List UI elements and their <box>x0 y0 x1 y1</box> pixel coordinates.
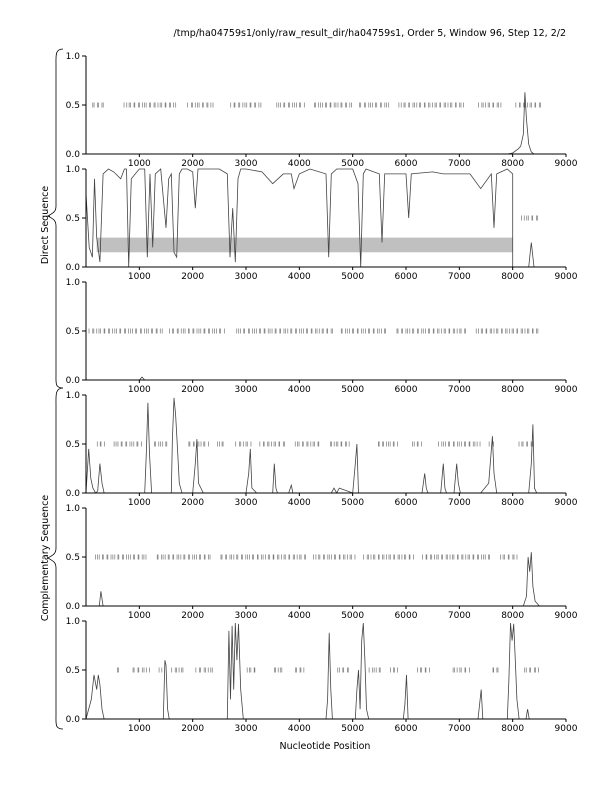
x-tick-label: 1000 <box>128 385 151 395</box>
y-tick-label: 0.0 <box>66 376 81 386</box>
x-tick-label: 1000 <box>128 159 151 169</box>
x-tick-label: 6000 <box>395 498 418 508</box>
x-tick-label: 9000 <box>555 385 578 395</box>
x-tick-label: 1000 <box>128 724 151 734</box>
x-tick-label: 3000 <box>235 385 258 395</box>
brace-direct <box>47 48 64 389</box>
panel-1: 0.0 0.5 1.0 1000 2000 3000 4000 5000 6000 7000 800… <box>66 52 578 169</box>
x-tick-label: 4000 <box>288 611 311 621</box>
x-tick-label: 9000 <box>555 498 578 508</box>
y-tick-label: 0.5 <box>66 440 80 450</box>
y-tick-label: 1.0 <box>66 391 81 401</box>
x-tick-label: 8000 <box>501 159 524 169</box>
y-tick-label: 0.0 <box>66 715 81 725</box>
series-line <box>85 397 566 494</box>
y-tick-label: 1.0 <box>66 52 81 62</box>
x-tick-label: 4000 <box>288 724 311 734</box>
panel-3: 0.0 0.5 1.0 1000 2000 3000 4000 5000 6000 7000 800… <box>66 278 578 395</box>
x-tick-label: 7000 <box>448 498 471 508</box>
x-tick-label: 5000 <box>341 272 364 282</box>
y-tick-label: 0.0 <box>66 602 81 612</box>
x-tick-label: 8000 <box>501 611 524 621</box>
x-tick-label: 2000 <box>181 498 204 508</box>
x-tick-label: 7000 <box>448 385 471 395</box>
x-tick-label: 4000 <box>288 272 311 282</box>
x-tick-label: 6000 <box>395 272 418 282</box>
x-tick-label: 4000 <box>288 385 311 395</box>
y-tick-label: 0.5 <box>66 327 80 337</box>
x-tick-label: 9000 <box>555 724 578 734</box>
x-tick-label: 7000 <box>448 159 471 169</box>
y-tick-label: 1.0 <box>66 278 81 288</box>
x-tick-label: 3000 <box>235 159 258 169</box>
x-tick-label: 6000 <box>395 611 418 621</box>
y-tick-label: 1.0 <box>66 165 81 175</box>
x-tick-label: 5000 <box>341 724 364 734</box>
x-tick-label: 9000 <box>555 159 578 169</box>
x-tick-label: 2000 <box>181 159 204 169</box>
y-tick-label: 1.0 <box>66 617 81 627</box>
group-label-complementary: Complementary Sequence <box>40 495 51 621</box>
x-tick-label: 3000 <box>235 498 258 508</box>
series-line <box>86 552 566 607</box>
x-tick-label: 3000 <box>235 724 258 734</box>
x-tick-label: 7000 <box>448 611 471 621</box>
panel-4: 0.0 0.5 1.0 1000 2000 3000 4000 5000 6000 7000 800… <box>66 391 578 508</box>
y-tick-label: 0.5 <box>66 214 80 224</box>
x-tick-label: 6000 <box>395 159 418 169</box>
y-tick-label: 0.5 <box>66 101 80 111</box>
x-tick-label: 4000 <box>288 498 311 508</box>
x-tick-label: 2000 <box>181 611 204 621</box>
y-tick-label: 0.0 <box>66 489 81 499</box>
y-tick-label: 1.0 <box>66 504 81 514</box>
highlight-band <box>96 237 513 253</box>
x-tick-label: 3000 <box>235 272 258 282</box>
x-tick-label: 9000 <box>555 611 578 621</box>
y-tick-label: 0.5 <box>66 666 80 676</box>
x-tick-label: 2000 <box>181 272 204 282</box>
x-tick-label: 5000 <box>341 385 364 395</box>
x-tick-label: 8000 <box>501 498 524 508</box>
x-tick-label: 2000 <box>181 385 204 395</box>
x-tick-label: 9000 <box>555 272 578 282</box>
panel-6: 0.0 0.5 1.0 1000 2000 3000 4000 5000 6000 7000 800… <box>66 617 578 734</box>
header-text: /tmp/ha04759s1/only/raw_result_dir/ha047… <box>174 28 566 39</box>
brace-complementary <box>47 387 64 730</box>
x-tick-label: 4000 <box>288 159 311 169</box>
x-tick-label: 6000 <box>395 724 418 734</box>
x-tick-label: 2000 <box>181 724 204 734</box>
y-tick-label: 0.0 <box>66 150 81 160</box>
x-axis-label: Nucleotide Position <box>280 741 371 752</box>
series-line <box>85 622 566 720</box>
y-tick-label: 0.5 <box>66 553 80 563</box>
panel-5: 0.0 0.5 1.0 1000 2000 3000 4000 5000 6000 7000 800… <box>66 504 578 621</box>
series-line <box>86 92 566 155</box>
panel-2: 0.0 0.5 1.0 1000 2000 3000 4000 5000 6000 7000 800… <box>66 165 578 282</box>
panels: 0.0 0.5 1.0 1000 2000 3000 4000 5000 6000 7000 800… <box>66 52 578 734</box>
x-tick-label: 6000 <box>395 385 418 395</box>
x-tick-label: 3000 <box>235 611 258 621</box>
x-tick-label: 1000 <box>128 272 151 282</box>
group-label-direct: Direct Sequence <box>40 186 51 264</box>
x-tick-label: 7000 <box>448 724 471 734</box>
x-tick-label: 5000 <box>341 498 364 508</box>
x-tick-label: 8000 <box>501 724 524 734</box>
x-tick-label: 1000 <box>128 611 151 621</box>
x-tick-label: 5000 <box>341 159 364 169</box>
x-tick-label: 5000 <box>341 611 364 621</box>
series-line <box>85 168 566 268</box>
x-tick-label: 8000 <box>501 385 524 395</box>
x-tick-label: 7000 <box>448 272 471 282</box>
x-tick-label: 8000 <box>501 272 524 282</box>
x-tick-label: 1000 <box>128 498 151 508</box>
y-tick-label: 0.0 <box>66 263 81 273</box>
